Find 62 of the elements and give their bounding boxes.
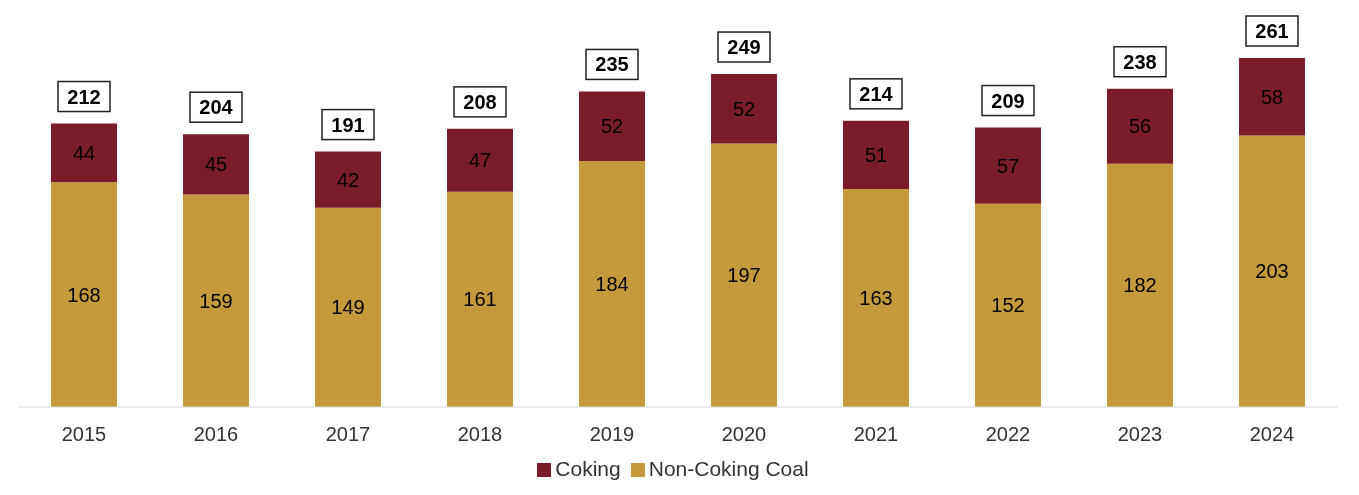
bar — [711, 74, 777, 144]
data-label: 149 — [331, 296, 365, 319]
x-tick-label: 2019 — [589, 423, 635, 446]
x-tick-label: 2022 — [985, 423, 1031, 446]
total-label: 214 — [859, 82, 894, 105]
legend-label: Coking — [555, 457, 621, 480]
x-tick-label: 2017 — [325, 423, 371, 446]
x-tick-label: 2024 — [1249, 423, 1295, 446]
bar — [843, 189, 909, 407]
data-label: 58 — [1260, 85, 1284, 108]
total-label: 261 — [1255, 20, 1289, 42]
bar — [579, 160, 645, 407]
data-label: 182 — [1123, 274, 1157, 297]
total-label: 235 — [595, 53, 629, 76]
legend-label: Non-Coking Coal — [648, 457, 809, 480]
bar — [579, 91, 645, 161]
data-label: 52 — [732, 97, 756, 120]
x-tick-label: 2021 — [853, 423, 899, 446]
data-label: 152 — [991, 294, 1025, 317]
data-label: 203 — [1255, 260, 1289, 283]
x-tick-label: 2020 — [721, 423, 767, 446]
data-label: 42 — [336, 168, 360, 191]
total-label: 209 — [991, 89, 1025, 112]
data-label: 197 — [727, 264, 761, 287]
bar — [183, 194, 249, 407]
bar — [975, 127, 1041, 204]
total-label: 204 — [199, 96, 234, 119]
bar — [711, 143, 777, 407]
data-label: 44 — [72, 142, 96, 165]
total-label: 249 — [727, 36, 761, 59]
bar — [1107, 88, 1173, 164]
x-tick-label: 2018 — [457, 423, 503, 446]
bar — [1107, 163, 1173, 407]
bar — [447, 191, 513, 407]
total-label: 212 — [67, 85, 101, 108]
data-label: 52 — [600, 115, 624, 138]
total-label: 208 — [463, 90, 497, 113]
total-label: 238 — [1123, 50, 1157, 73]
total-label: 191 — [331, 113, 365, 136]
bar — [447, 128, 513, 192]
data-label: 56 — [1128, 115, 1152, 138]
data-label: 57 — [996, 154, 1020, 177]
data-label: 168 — [67, 283, 101, 306]
data-label: 159 — [199, 289, 233, 312]
data-label: 47 — [468, 149, 492, 172]
bar — [843, 120, 909, 190]
bar — [1239, 58, 1305, 136]
bar — [315, 151, 381, 208]
data-label: 45 — [204, 153, 228, 176]
bar — [183, 134, 249, 195]
bar — [1239, 135, 1305, 407]
x-tick-label: 2023 — [1117, 423, 1163, 446]
bar — [51, 123, 117, 183]
x-tick-label: 2015 — [61, 423, 107, 446]
data-label: 163 — [859, 287, 893, 310]
data-label: 161 — [463, 288, 497, 311]
data-label: 51 — [864, 144, 888, 167]
data-label: 184 — [595, 273, 629, 296]
bar — [51, 182, 117, 407]
x-tick-label: 2016 — [193, 423, 239, 446]
bar — [315, 207, 381, 407]
bar — [975, 203, 1041, 407]
